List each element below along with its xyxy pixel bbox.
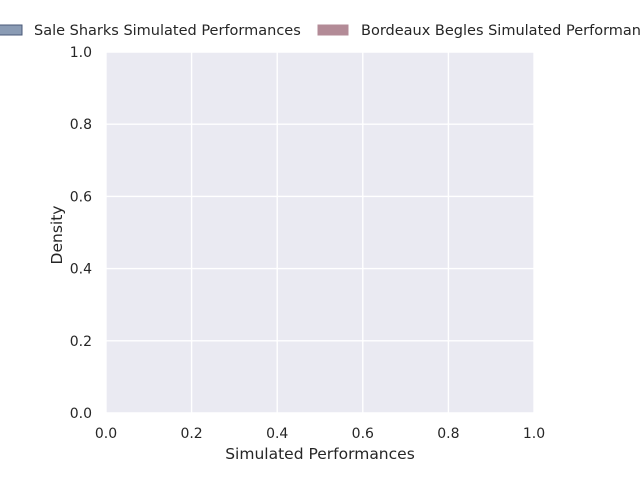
x-tick-label: 0.6 (352, 426, 374, 442)
y-tick-label: 0.4 (70, 262, 92, 278)
x-tick-label: 0.8 (437, 426, 459, 442)
y-tick-label: 1.0 (70, 45, 92, 61)
x-tick-label: 0.2 (180, 426, 202, 442)
x-axis-label: Simulated Performances (225, 445, 415, 463)
y-tick-label: 0.8 (70, 117, 92, 133)
legend-item: Bordeaux Begles Simulated Performances (317, 23, 640, 39)
legend: Sale Sharks Simulated Performances Bordea… (0, 23, 640, 39)
legend-swatch (317, 24, 349, 36)
y-tick-label: 0.2 (70, 334, 92, 350)
grid-lines (105, 51, 535, 414)
x-tick-labels: 0.0 0.2 0.4 0.6 0.8 1.0 (95, 426, 545, 442)
y-tick-label: 0.0 (70, 406, 92, 422)
y-tick-labels: 0.0 0.2 0.4 0.6 0.8 1.0 (70, 45, 92, 422)
legend-label: Sale Sharks Simulated Performances (34, 23, 301, 39)
legend-item: Sale Sharks Simulated Performances (0, 23, 301, 39)
legend-swatch (0, 24, 23, 36)
y-tick-label: 0.6 (70, 189, 92, 205)
x-tick-label: 1.0 (523, 426, 545, 442)
plot-area (106, 52, 534, 413)
x-tick-label: 0.0 (95, 426, 117, 442)
legend-label: Bordeaux Begles Simulated Performances (361, 23, 640, 39)
x-tick-label: 0.4 (266, 426, 288, 442)
y-axis-label: Density (48, 206, 66, 265)
